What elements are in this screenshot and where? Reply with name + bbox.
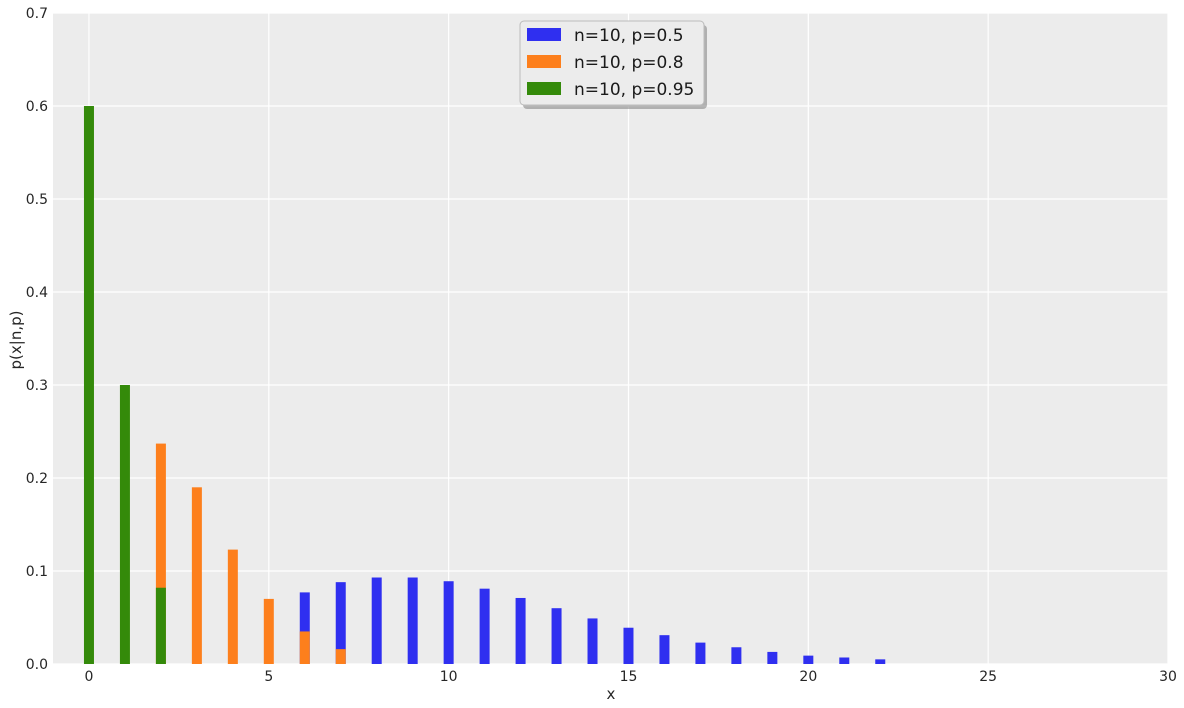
bar	[443, 581, 454, 664]
y-tick-label: 0.3	[26, 378, 48, 394]
bar	[479, 588, 490, 664]
x-tick-label: 25	[979, 669, 997, 685]
y-tick-label: 0.5	[26, 192, 48, 208]
bar	[299, 592, 310, 664]
bar	[335, 649, 346, 664]
bar	[155, 443, 166, 664]
bar	[407, 577, 418, 664]
bar	[83, 106, 94, 664]
bar	[731, 647, 742, 664]
bars	[83, 106, 886, 664]
y-tick-label: 0.2	[26, 471, 48, 487]
bar	[659, 635, 670, 664]
y-tick-label: 0.0	[26, 657, 48, 673]
y-tick-label: 0.1	[26, 564, 48, 580]
series-2	[155, 443, 346, 664]
bar	[227, 549, 238, 664]
y-tick-labels: 0.0 0.1 0.2 0.3 0.4 0.5 0.6 0.7	[26, 6, 48, 673]
bar	[551, 608, 562, 664]
bar	[191, 487, 202, 664]
y-tick-label: 0.7	[26, 6, 48, 22]
x-tick-labels: 0 5 10 15 20 25 30	[85, 669, 1177, 685]
x-tick-label: 5	[264, 669, 273, 685]
y-tick-label: 0.4	[26, 285, 48, 301]
legend-item: n=10, p=0.95	[527, 80, 694, 100]
y-axis-label: p(x|n,p)	[7, 311, 25, 370]
bar	[119, 385, 130, 664]
bar	[263, 598, 274, 664]
bar	[875, 659, 886, 664]
bar	[335, 582, 346, 664]
x-tick-label: 15	[620, 669, 638, 685]
legend-label: n=10, p=0.5	[574, 26, 684, 46]
bar	[767, 651, 778, 664]
legend-swatch	[527, 55, 561, 68]
legend-box	[519, 20, 705, 106]
bar	[155, 587, 166, 664]
y-tick-label: 0.6	[26, 99, 48, 115]
x-axis-label: x	[607, 685, 616, 703]
bar	[839, 657, 850, 664]
bar	[623, 627, 634, 664]
legend-label: n=10, p=0.95	[574, 80, 694, 100]
bar	[515, 597, 526, 664]
bar	[695, 642, 706, 664]
legend-swatch	[527, 82, 561, 95]
bar	[299, 631, 310, 664]
series-3	[83, 106, 166, 664]
legend-label: n=10, p=0.8	[574, 53, 684, 73]
x-tick-label: 20	[799, 669, 817, 685]
legend-item: n=10, p=0.5	[527, 26, 684, 46]
x-tick-label: 30	[1159, 669, 1177, 685]
legend-swatch	[527, 28, 561, 41]
legend: n=10, p=0.5 n=10, p=0.8 n=10, p=0.95	[519, 20, 707, 109]
plot-background	[53, 13, 1168, 664]
x-tick-label: 10	[440, 669, 458, 685]
bar	[371, 577, 382, 664]
legend-item: n=10, p=0.8	[527, 53, 684, 73]
x-tick-label: 0	[85, 669, 94, 685]
series-1	[299, 577, 886, 664]
bar	[587, 618, 598, 664]
bar	[803, 655, 814, 664]
